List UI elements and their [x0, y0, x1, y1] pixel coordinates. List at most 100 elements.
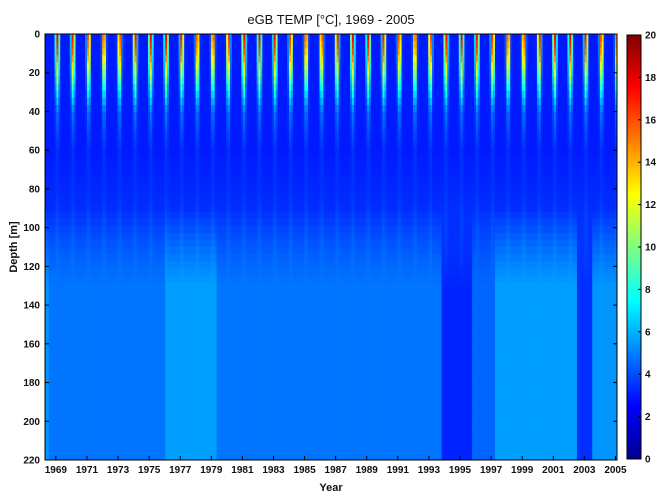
- heatmap-cell: [77, 303, 80, 312]
- heatmap-cell: [104, 154, 107, 163]
- heatmap-cell: [172, 367, 176, 376]
- heatmap-cell: [60, 140, 63, 148]
- heatmap-cell: [178, 190, 181, 198]
- heatmap-cell: [157, 289, 160, 298]
- heatmap-cell: [125, 133, 128, 141]
- heatmap-cell: [119, 62, 122, 70]
- heatmap-cell: [113, 197, 116, 205]
- heatmap-cell: [155, 410, 158, 418]
- heatmap-cell: [115, 367, 118, 376]
- heatmap-cell: [125, 140, 128, 148]
- heatmap-cell: [142, 332, 145, 340]
- heatmap-cell: [107, 41, 111, 49]
- heatmap-cell: [90, 410, 94, 418]
- heatmap-cell: [126, 268, 130, 276]
- heatmap-cell: [161, 197, 164, 205]
- heatmap-cell: [58, 396, 61, 404]
- heatmap-cell: [71, 452, 74, 460]
- heatmap-cell: [65, 168, 69, 177]
- heatmap-cell: [117, 239, 120, 248]
- heatmap-cell: [115, 218, 118, 227]
- heatmap-cell: [172, 346, 176, 354]
- heatmap-cell: [191, 318, 195, 326]
- heatmap-cell: [67, 247, 71, 255]
- heatmap-cell: [81, 296, 84, 305]
- heatmap-cell: [142, 310, 145, 319]
- heatmap-cell: [75, 389, 78, 397]
- heatmap-cell: [126, 41, 130, 49]
- heatmap-cell: [109, 211, 113, 219]
- heatmap-cell: [119, 332, 122, 340]
- heatmap-cell: [54, 360, 57, 369]
- heatmap-cell: [48, 268, 52, 276]
- heatmap-cell: [86, 261, 90, 269]
- heatmap-cell: [69, 105, 73, 113]
- heatmap-cell: [172, 225, 176, 234]
- heatmap-cell: [140, 417, 143, 425]
- heatmap-cell: [100, 183, 103, 191]
- heatmap-cell: [50, 41, 54, 49]
- heatmap-cell: [88, 332, 92, 340]
- heatmap-cell: [157, 346, 160, 354]
- heatmap-cell: [75, 268, 78, 276]
- heatmap-cell: [77, 154, 80, 163]
- heatmap-cell: [98, 34, 101, 42]
- heatmap-cell: [96, 424, 99, 432]
- heatmap-cell: [85, 41, 88, 49]
- heatmap-cell: [117, 197, 120, 205]
- heatmap-cell: [48, 168, 52, 177]
- heatmap-cell: [157, 339, 160, 347]
- heatmap-cell: [64, 225, 67, 234]
- heatmap-cell: [111, 431, 115, 440]
- heatmap-cell: [52, 438, 55, 447]
- heatmap-cell: [168, 55, 172, 63]
- heatmap-cell: [142, 97, 145, 106]
- heatmap-cell: [106, 161, 109, 170]
- heatmap-cell: [136, 275, 139, 283]
- heatmap-cell: [45, 133, 48, 141]
- heatmap-cell: [75, 424, 78, 432]
- heatmap-cell: [83, 452, 86, 460]
- heatmap-cell: [126, 232, 130, 241]
- heatmap-cell: [71, 105, 74, 113]
- heatmap-cell: [119, 204, 122, 212]
- heatmap-cell: [46, 41, 50, 49]
- heatmap-cell: [81, 41, 84, 49]
- heatmap-cell: [174, 90, 177, 99]
- heatmap-cell: [69, 239, 73, 248]
- heatmap-cell: [130, 105, 134, 113]
- heatmap-cell: [117, 34, 120, 42]
- heatmap-cell: [157, 119, 160, 127]
- heatmap-cell: [184, 268, 187, 276]
- heatmap-cell: [123, 360, 126, 369]
- heatmap-cell: [186, 381, 189, 390]
- heatmap-cell: [142, 431, 145, 440]
- heatmap-cell: [138, 417, 141, 425]
- heatmap-cell: [147, 83, 151, 92]
- heatmap-cell: [117, 452, 120, 460]
- heatmap-cell: [189, 211, 193, 219]
- heatmap-cell: [188, 268, 191, 276]
- heatmap-cell: [64, 367, 67, 376]
- heatmap-cell: [71, 62, 74, 70]
- heatmap-cell: [180, 346, 183, 354]
- heatmap-cell: [163, 83, 166, 92]
- heatmap-cell: [176, 403, 179, 411]
- heatmap-cell: [180, 69, 183, 77]
- heatmap-cell: [147, 403, 151, 411]
- heatmap-cell: [54, 325, 57, 333]
- heatmap-cell: [77, 76, 80, 85]
- heatmap-cell: [189, 147, 193, 156]
- heatmap-cell: [186, 239, 189, 248]
- heatmap-cell: [98, 232, 101, 241]
- heatmap-cell: [75, 83, 78, 92]
- heatmap-cell: [115, 34, 118, 42]
- heatmap-cell: [52, 360, 55, 369]
- heatmap-cell: [56, 133, 59, 141]
- heatmap-cell: [165, 204, 168, 212]
- heatmap-cell: [86, 105, 90, 113]
- heatmap-cell: [132, 389, 136, 397]
- heatmap-cell: [100, 211, 103, 219]
- heatmap-cell: [85, 112, 88, 120]
- heatmap-cell: [188, 318, 191, 326]
